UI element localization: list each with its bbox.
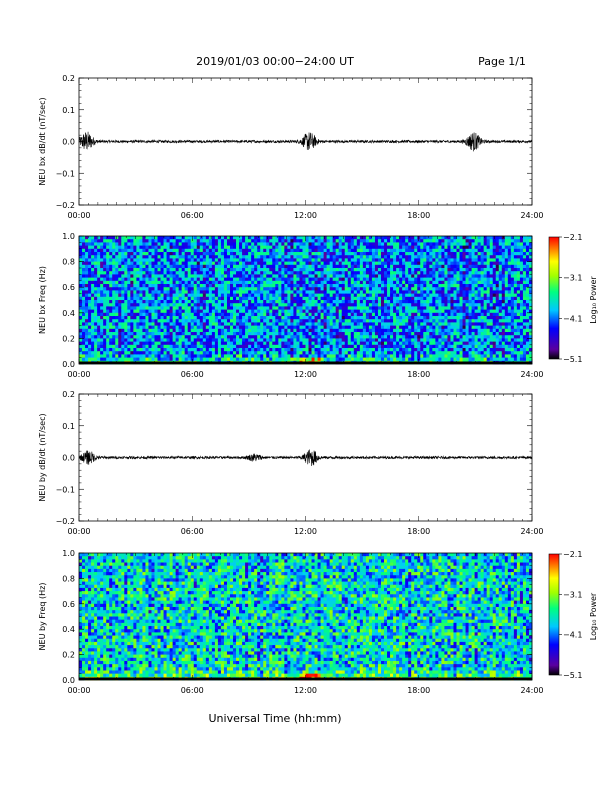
y-axis-2: 1.0 0.8 0.6 0.4 0.2 0.0 [62,232,532,369]
colorbar-scale [548,236,560,360]
panel-1: 0.2 0.1 0.0 −0.1 −0.2 NEU bx dB/dt (nT/sec) 00… [38,74,544,220]
colorbar-tick-label: −2.1 [563,233,582,242]
y-tick-label: 0.8 [62,574,75,583]
x-tick-label: 06:00 [181,211,204,220]
y-tick-label: −0.1 [56,169,75,178]
y-tick-label: 0.1 [62,422,75,431]
x-tick-label: 06:00 [181,527,204,536]
y-tick-label: 1.0 [62,549,75,558]
x-tick-label: 12:00 [294,211,317,220]
y-axis-label: NEU bx dB/dt (nT/sec) [38,97,47,185]
figure-title: 2019/01/03 00:00−24:00 UT [196,55,354,68]
y-tick-label: −0.2 [56,517,75,526]
colorbar-label: Log₁₀ Power [589,276,598,324]
y-tick-label: 0.6 [62,283,75,292]
x-axis-3: 00:00 06:00 12:00 18:00 24:00 [67,394,544,536]
y-tick-label: 0.8 [62,258,75,267]
x-tick-label: 18:00 [407,211,430,220]
panel-3: 0.2 0.1 0.0 −0.1 −0.2 NEU by dB/dt (nT/sec) 00… [38,390,544,536]
y-tick-label: 0.0 [62,676,75,685]
colorbar-tick-label: −4.1 [563,631,582,640]
y-tick-label: 0.0 [62,138,75,147]
y-tick-label: 1.0 [62,232,75,241]
trace-1 [78,131,533,152]
x-tick-label: 24:00 [520,370,543,379]
y-tick-label: 0.2 [62,651,75,660]
y-tick-label: −0.1 [56,485,75,494]
y-tick-label: 0.2 [62,74,75,83]
colorbar-scale [548,553,560,676]
y-tick-label: 0.4 [62,309,75,318]
x-tick-label: 24:00 [520,686,543,695]
y-axis-1: 0.2 0.1 0.0 −0.1 −0.2 [56,74,532,210]
x-tick-label: 12:00 [294,527,317,536]
x-tick-label: 12:00 [294,370,317,379]
y-axis-label: NEU bx Freq (Hz) [38,266,47,334]
colorbar-tick-label: −4.1 [563,314,582,323]
y-tick-label: 0.6 [62,600,75,609]
x-tick-label: 00:00 [67,527,90,536]
spectrogram-4 [79,553,533,681]
colorbar-4: −2.1 −3.1 −4.1 −5.1 Log₁₀ Power [548,550,598,680]
x-tick-label: 06:00 [181,686,204,695]
page-number: Page 1/1 [478,55,526,68]
y-axis-label: NEU by Freq (Hz) [38,583,47,651]
y-tick-label: 0.1 [62,106,75,115]
y-tick-label: 0.0 [62,360,75,369]
x-tick-label: 24:00 [520,527,543,536]
x-axis-2: 00:00 06:00 12:00 18:00 24:00 [67,236,544,379]
y-tick-label: 0.4 [62,625,75,634]
y-tick-label: 0.0 [62,454,75,463]
x-tick-label: 06:00 [181,370,204,379]
trace-3 [78,449,533,466]
colorbar-tick-label: −5.1 [563,671,582,680]
colorbar-2: −2.1 −3.1 −4.1 −5.1 Log₁₀ Power [548,233,598,364]
colorbar-tick-label: −2.1 [563,550,582,559]
x-tick-label: 00:00 [67,211,90,220]
spectrogram-2 [79,236,533,365]
y-axis-label: NEU by dB/dt (nT/sec) [38,413,47,501]
x-tick-label: 18:00 [407,527,430,536]
colorbar-label: Log₁₀ Power [589,592,598,640]
x-tick-label: 00:00 [67,686,90,695]
x-tick-label: 12:00 [294,686,317,695]
y-axis-3: 0.2 0.1 0.0 −0.1 −0.2 [56,390,532,526]
colorbar-tick-label: −3.1 [563,590,582,599]
y-axis-4: 1.0 0.8 0.6 0.4 0.2 0.0 [62,549,532,685]
y-tick-label: 0.2 [62,334,75,343]
colorbar-tick-label: −5.1 [563,355,582,364]
x-tick-label: 24:00 [520,211,543,220]
y-tick-label: −0.2 [56,201,75,210]
x-axis-1: 00:00 06:00 12:00 18:00 24:00 [67,78,544,220]
x-axis-title: Universal Time (hh:mm) [209,712,342,725]
colorbar-tick-label: −3.1 [563,274,582,283]
x-tick-label: 18:00 [407,370,430,379]
y-tick-label: 0.2 [62,390,75,399]
x-axis-4: 00:00 06:00 12:00 18:00 24:00 [67,553,544,695]
x-tick-label: 00:00 [67,370,90,379]
x-tick-label: 18:00 [407,686,430,695]
